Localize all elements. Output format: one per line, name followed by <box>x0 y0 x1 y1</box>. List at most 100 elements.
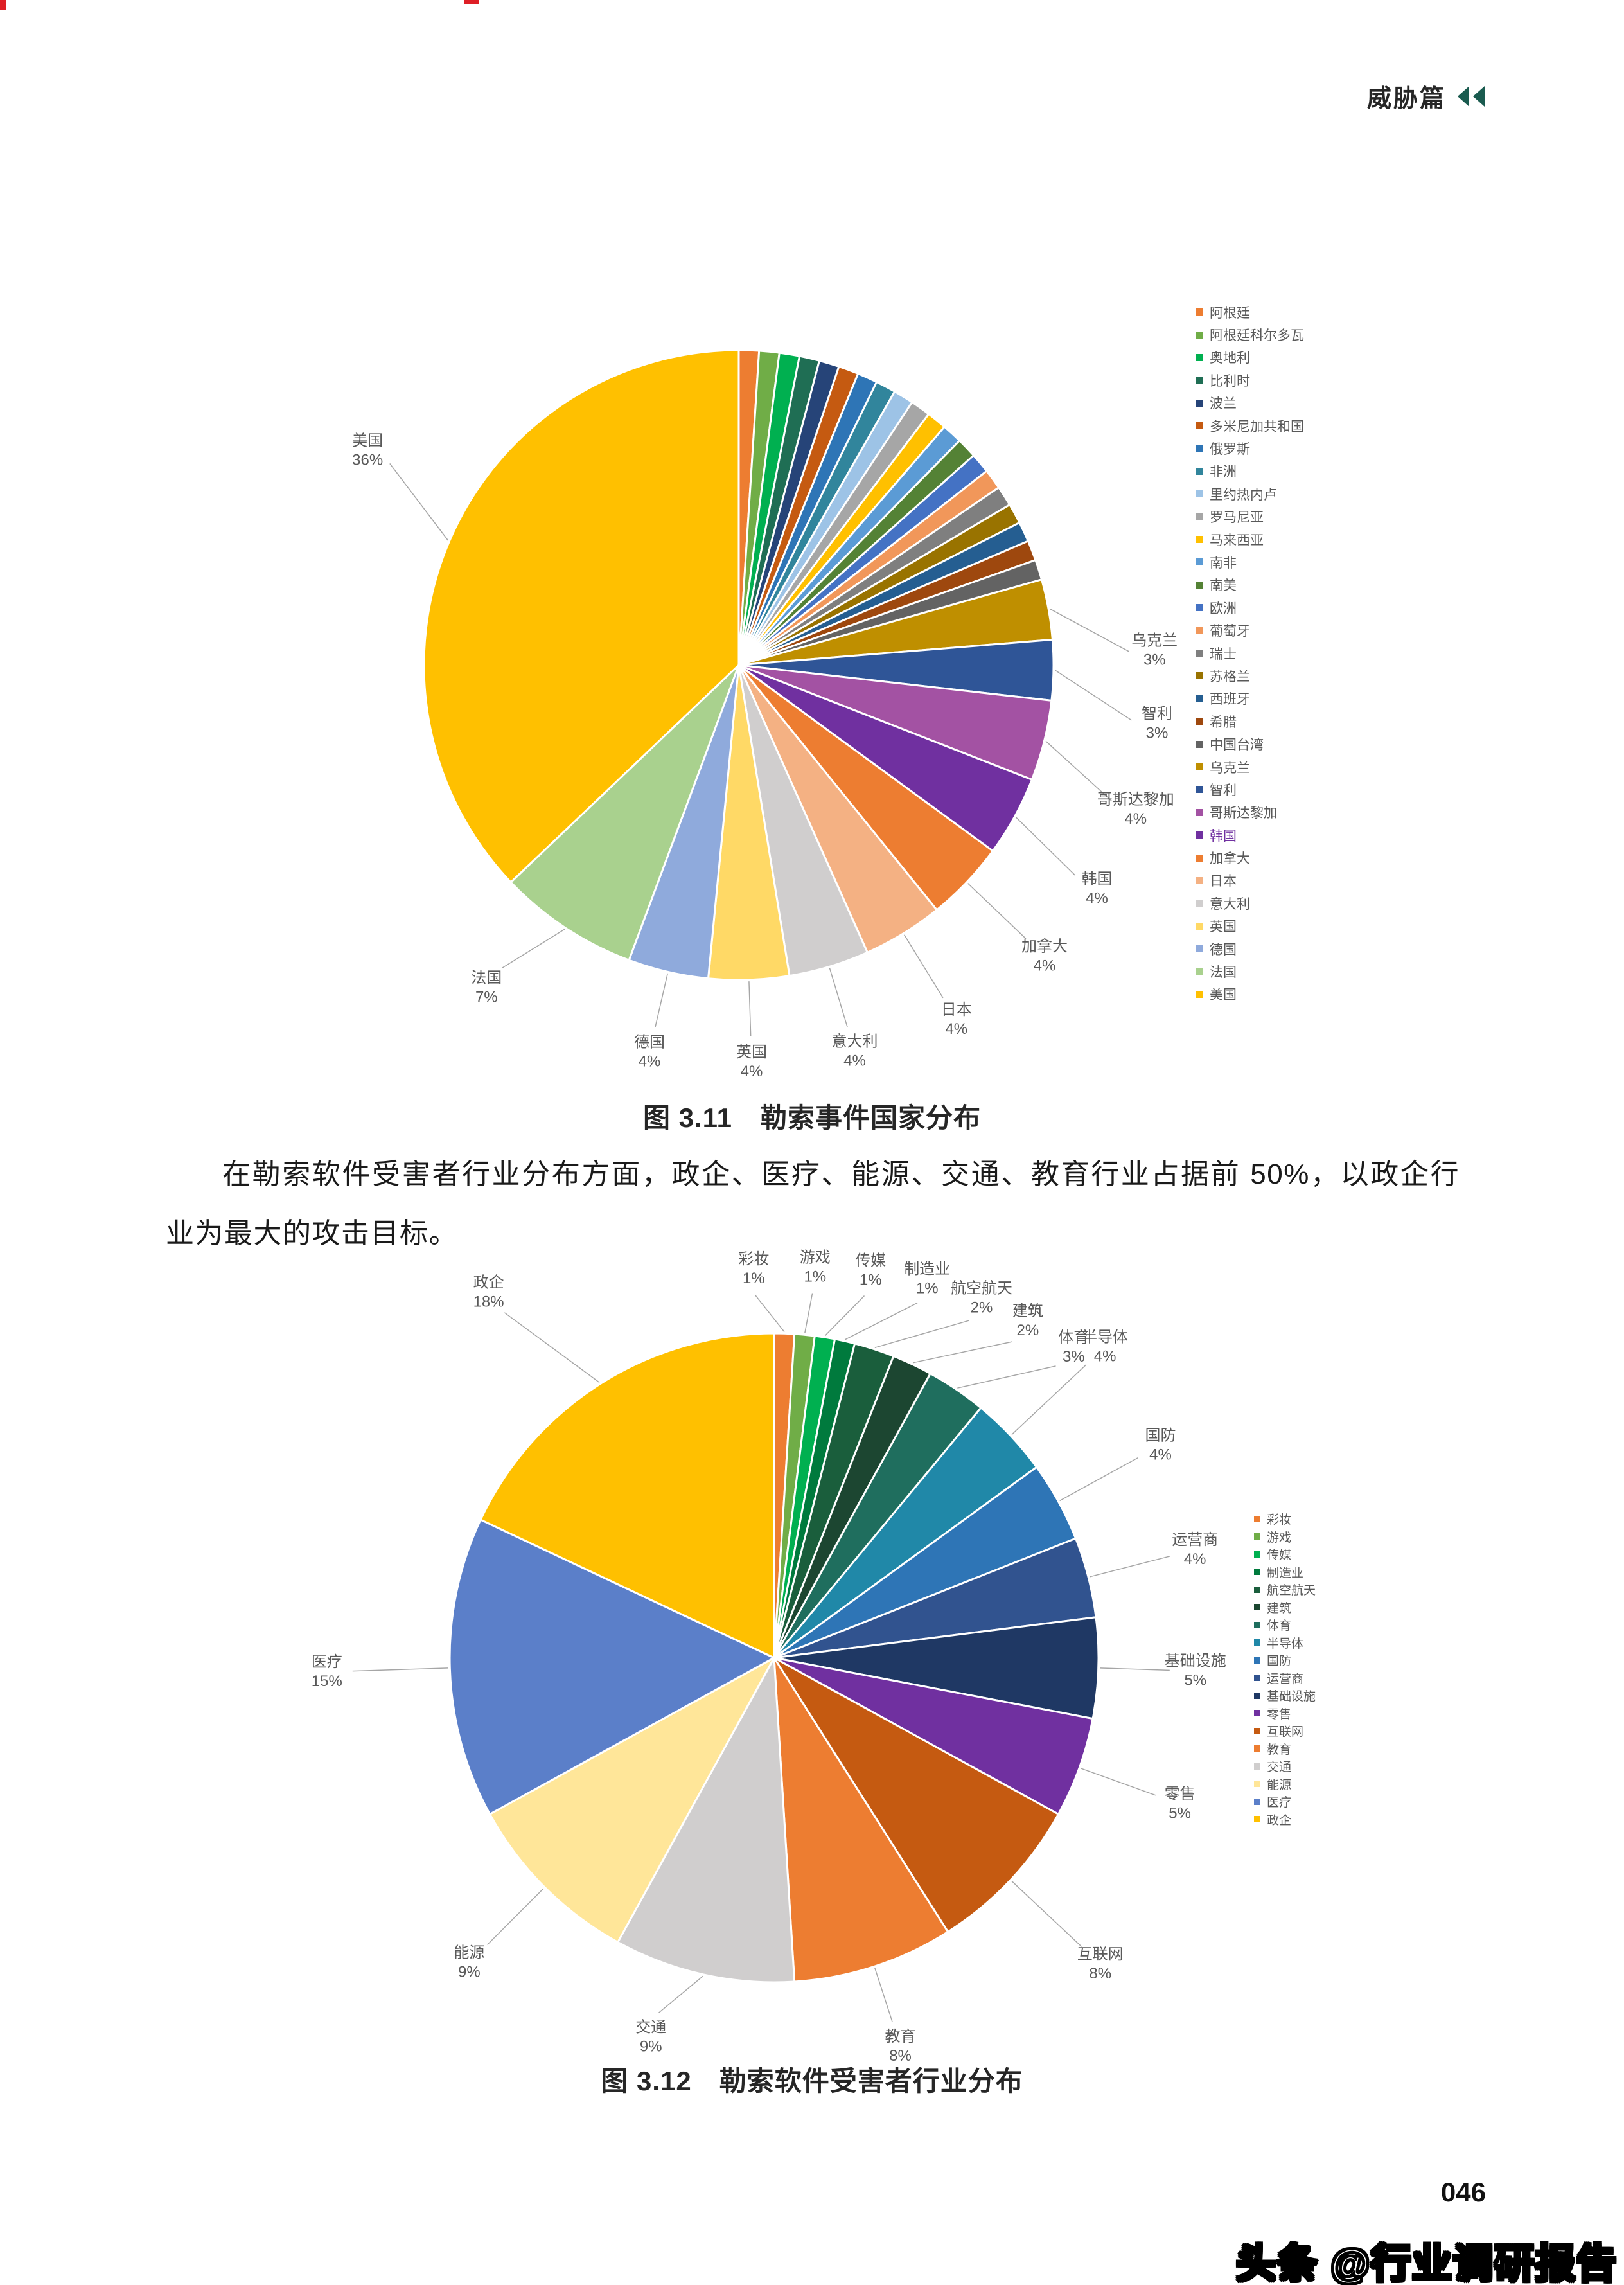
legend-swatch <box>1196 513 1203 520</box>
legend-swatch <box>1196 331 1203 339</box>
legend-swatch <box>1196 854 1203 862</box>
legend-label: 罗马尼亚 <box>1210 510 1264 526</box>
legend-label: 体育 <box>1267 1619 1292 1633</box>
label-leader-line <box>1081 1768 1156 1796</box>
chapter-title: 威胁篇 <box>1367 85 1447 112</box>
legend-label: 半导体 <box>1267 1637 1304 1651</box>
legend-label: 建筑 <box>1267 1601 1292 1615</box>
legend-item-德国: 德国 <box>1196 938 1304 960</box>
legend-item-加拿大: 加拿大 <box>1196 846 1304 869</box>
legend-label: 传媒 <box>1267 1549 1292 1563</box>
legend-swatch <box>1196 490 1203 498</box>
legend-item-阿根廷科尔多瓦: 阿根廷科尔多瓦 <box>1196 323 1304 346</box>
pie-label-日本: 日本 4% <box>941 1001 972 1038</box>
legend-label: 德国 <box>1210 942 1237 957</box>
legend-item-中国台湾: 中国台湾 <box>1196 733 1304 755</box>
pie-label-哥斯达黎加: 哥斯达黎加 4% <box>1097 791 1174 828</box>
figure-3-11-caption: 图 3.11 勒索事件国家分布 <box>642 1103 982 1133</box>
legend-label: 政企 <box>1267 1813 1292 1827</box>
legend-swatch <box>1254 1569 1260 1576</box>
pie-slice-基础设施 <box>773 1616 1100 1720</box>
pie-label-教育: 教育 8% <box>885 2028 916 2065</box>
legend-label: 南美 <box>1210 578 1237 594</box>
legend-swatch <box>1254 1675 1260 1682</box>
legend-swatch <box>1254 1710 1260 1717</box>
legend-item-乌克兰: 乌克兰 <box>1196 756 1304 778</box>
label-leader-line <box>957 1365 1056 1389</box>
pie-slice-交通 <box>617 1657 796 1984</box>
legend-swatch <box>1196 377 1203 384</box>
label-leader-line <box>352 1667 448 1672</box>
country-chart-legend: 阿根廷 阿根廷科尔多瓦 奥地利 比利时 波兰 多米尼加共和国 俄罗斯 非洲 里约热内卢 罗马尼亚马… <box>1196 301 1304 1006</box>
legend-swatch <box>1196 672 1203 680</box>
pie-label-智利: 智利 3% <box>1142 706 1172 742</box>
pie-slice-能源 <box>489 1657 775 1943</box>
pie-slice-美国 <box>423 349 740 884</box>
legend-swatch <box>1196 604 1203 612</box>
pie-slice-教育 <box>773 1657 949 1983</box>
legend-label: 马来西亚 <box>1210 533 1264 548</box>
label-leader-line <box>487 1888 544 1945</box>
country-pie-chart: 乌克兰 3% 智利 3% 哥斯达黎加 4% 韩国 4% 加拿大 4% 日本 4% 意大利 4% 英国 4% 德国… <box>352 349 1178 1080</box>
label-leader-line <box>874 1320 969 1349</box>
legend-label: 能源 <box>1267 1778 1292 1792</box>
legend-label: 日本 <box>1210 874 1237 889</box>
legend-label: 教育 <box>1267 1743 1292 1757</box>
legend-swatch <box>1196 558 1203 566</box>
legend-label: 欧洲 <box>1210 601 1237 616</box>
pie-slice-医疗 <box>448 1518 775 1815</box>
legend-swatch <box>1254 1781 1260 1788</box>
legend-item-制造业: 制造业 <box>1254 1563 1316 1581</box>
legend-label: 乌克兰 <box>1210 760 1250 776</box>
legend-label: 奥地利 <box>1210 351 1250 366</box>
legend-swatch <box>1196 786 1203 794</box>
legend-item-南非: 南非 <box>1196 551 1304 573</box>
legend-item-罗马尼亚: 罗马尼亚 <box>1196 506 1304 528</box>
legend-label: 阿根廷 <box>1210 305 1250 321</box>
label-leader-line <box>1016 817 1076 876</box>
legend-label: 基础设施 <box>1267 1690 1316 1704</box>
legend-item-体育: 体育 <box>1254 1616 1316 1634</box>
legend-label: 交通 <box>1267 1761 1292 1775</box>
label-leader-line <box>1011 1364 1087 1436</box>
legend-swatch <box>1196 536 1203 544</box>
legend-label: 互联网 <box>1267 1725 1304 1739</box>
legend-swatch <box>1254 1763 1260 1770</box>
pie-label-游戏: 游戏 1% <box>800 1249 831 1286</box>
page-header: 威胁篇 <box>1367 78 1486 114</box>
legend-item-教育: 教育 <box>1254 1740 1316 1758</box>
legend-item-零售: 零售 <box>1254 1705 1316 1723</box>
legend-item-比利时: 比利时 <box>1196 369 1304 391</box>
legend-label: 里约热内卢 <box>1210 487 1277 502</box>
pie-label-运营商: 运营商 4% <box>1172 1531 1218 1568</box>
legend-label: 中国台湾 <box>1210 738 1264 753</box>
label-leader-line <box>1054 670 1132 721</box>
legend-swatch <box>1196 763 1203 770</box>
legend-label: 苏格兰 <box>1210 669 1250 684</box>
legend-swatch <box>1196 353 1203 361</box>
industry-pie-chart: 彩妆 1% 游戏 1% 传媒 1% 制造业 1% 航空航天 2% 建筑 2% 体育 3%半导体 4% 国防 4%… <box>312 1249 1226 2065</box>
pie-label-韩国: 韩国 4% <box>1082 870 1113 907</box>
legend-swatch <box>1196 922 1203 930</box>
legend-item-非洲: 非洲 <box>1196 460 1304 483</box>
legend-label: 零售 <box>1267 1707 1292 1721</box>
legend-swatch <box>1254 1586 1260 1593</box>
label-leader-line <box>1059 1457 1138 1502</box>
legend-item-哥斯达黎加: 哥斯达黎加 <box>1196 801 1304 824</box>
legend-swatch <box>1196 945 1203 953</box>
label-leader-line <box>504 1312 600 1383</box>
pie-label-医疗: 医疗 15% <box>312 1653 342 1690</box>
legend-swatch <box>1196 968 1203 975</box>
label-leader-line <box>912 1341 1012 1364</box>
legend-swatch <box>1254 1727 1260 1734</box>
legend-item-美国: 美国 <box>1196 983 1304 1006</box>
legend-item-智利: 智利 <box>1196 778 1304 801</box>
pie-label-互联网: 互联网 8% <box>1077 1946 1124 1982</box>
label-leader-line <box>824 1295 865 1337</box>
label-leader-line <box>804 1293 813 1333</box>
pie-label-零售: 零售 5% <box>1165 1785 1196 1822</box>
legend-swatch <box>1196 990 1203 998</box>
legend-swatch <box>1254 1604 1260 1611</box>
pie-slice-互联网 <box>773 1657 1059 1933</box>
body-paragraph: 在勒索软件受害者行业分布方面，政企、医疗、能源、交通、教育行业占据前 50%，以… <box>166 1159 1460 1249</box>
